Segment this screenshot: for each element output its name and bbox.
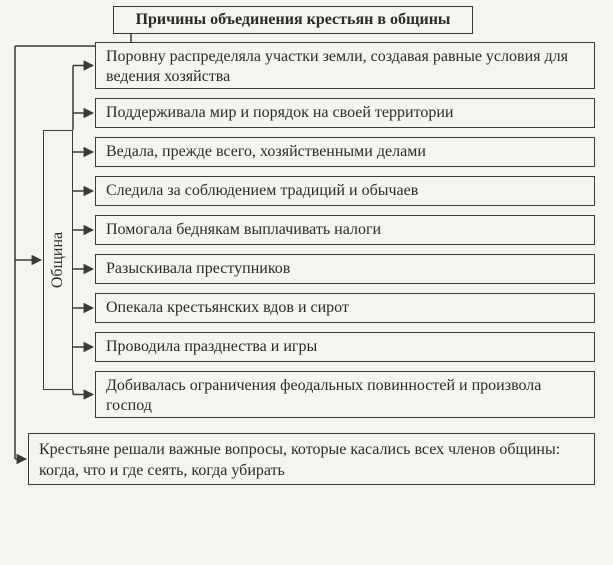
reason-box: Проводила празднества и игры <box>95 332 595 362</box>
reason-box: Поровну распределяла участки земли, созд… <box>95 42 595 89</box>
reason-box: Разыскивала преступников <box>95 254 595 284</box>
reason-box: Ведала, прежде всего, хозяйственными дел… <box>95 137 595 167</box>
reason-box: Опекала крестьянских вдов и сирот <box>95 293 595 323</box>
reason-box: Следила за соблюдением традиций и обычае… <box>95 176 595 206</box>
reason-box: Добивалась ограничения феодальных повинн… <box>95 371 595 418</box>
hub-label: Община <box>49 232 67 288</box>
reason-box: Помогала беднякам выплачивать налоги <box>95 215 595 245</box>
reason-box: Поддерживала мир и порядок на своей терр… <box>95 98 595 128</box>
hub-box-obshchina: Община <box>43 130 73 390</box>
diagram-title: Причины объединения крестьян в общины <box>113 6 473 34</box>
conclusion-box: Крестьяне решали важные вопросы, которые… <box>28 433 595 485</box>
